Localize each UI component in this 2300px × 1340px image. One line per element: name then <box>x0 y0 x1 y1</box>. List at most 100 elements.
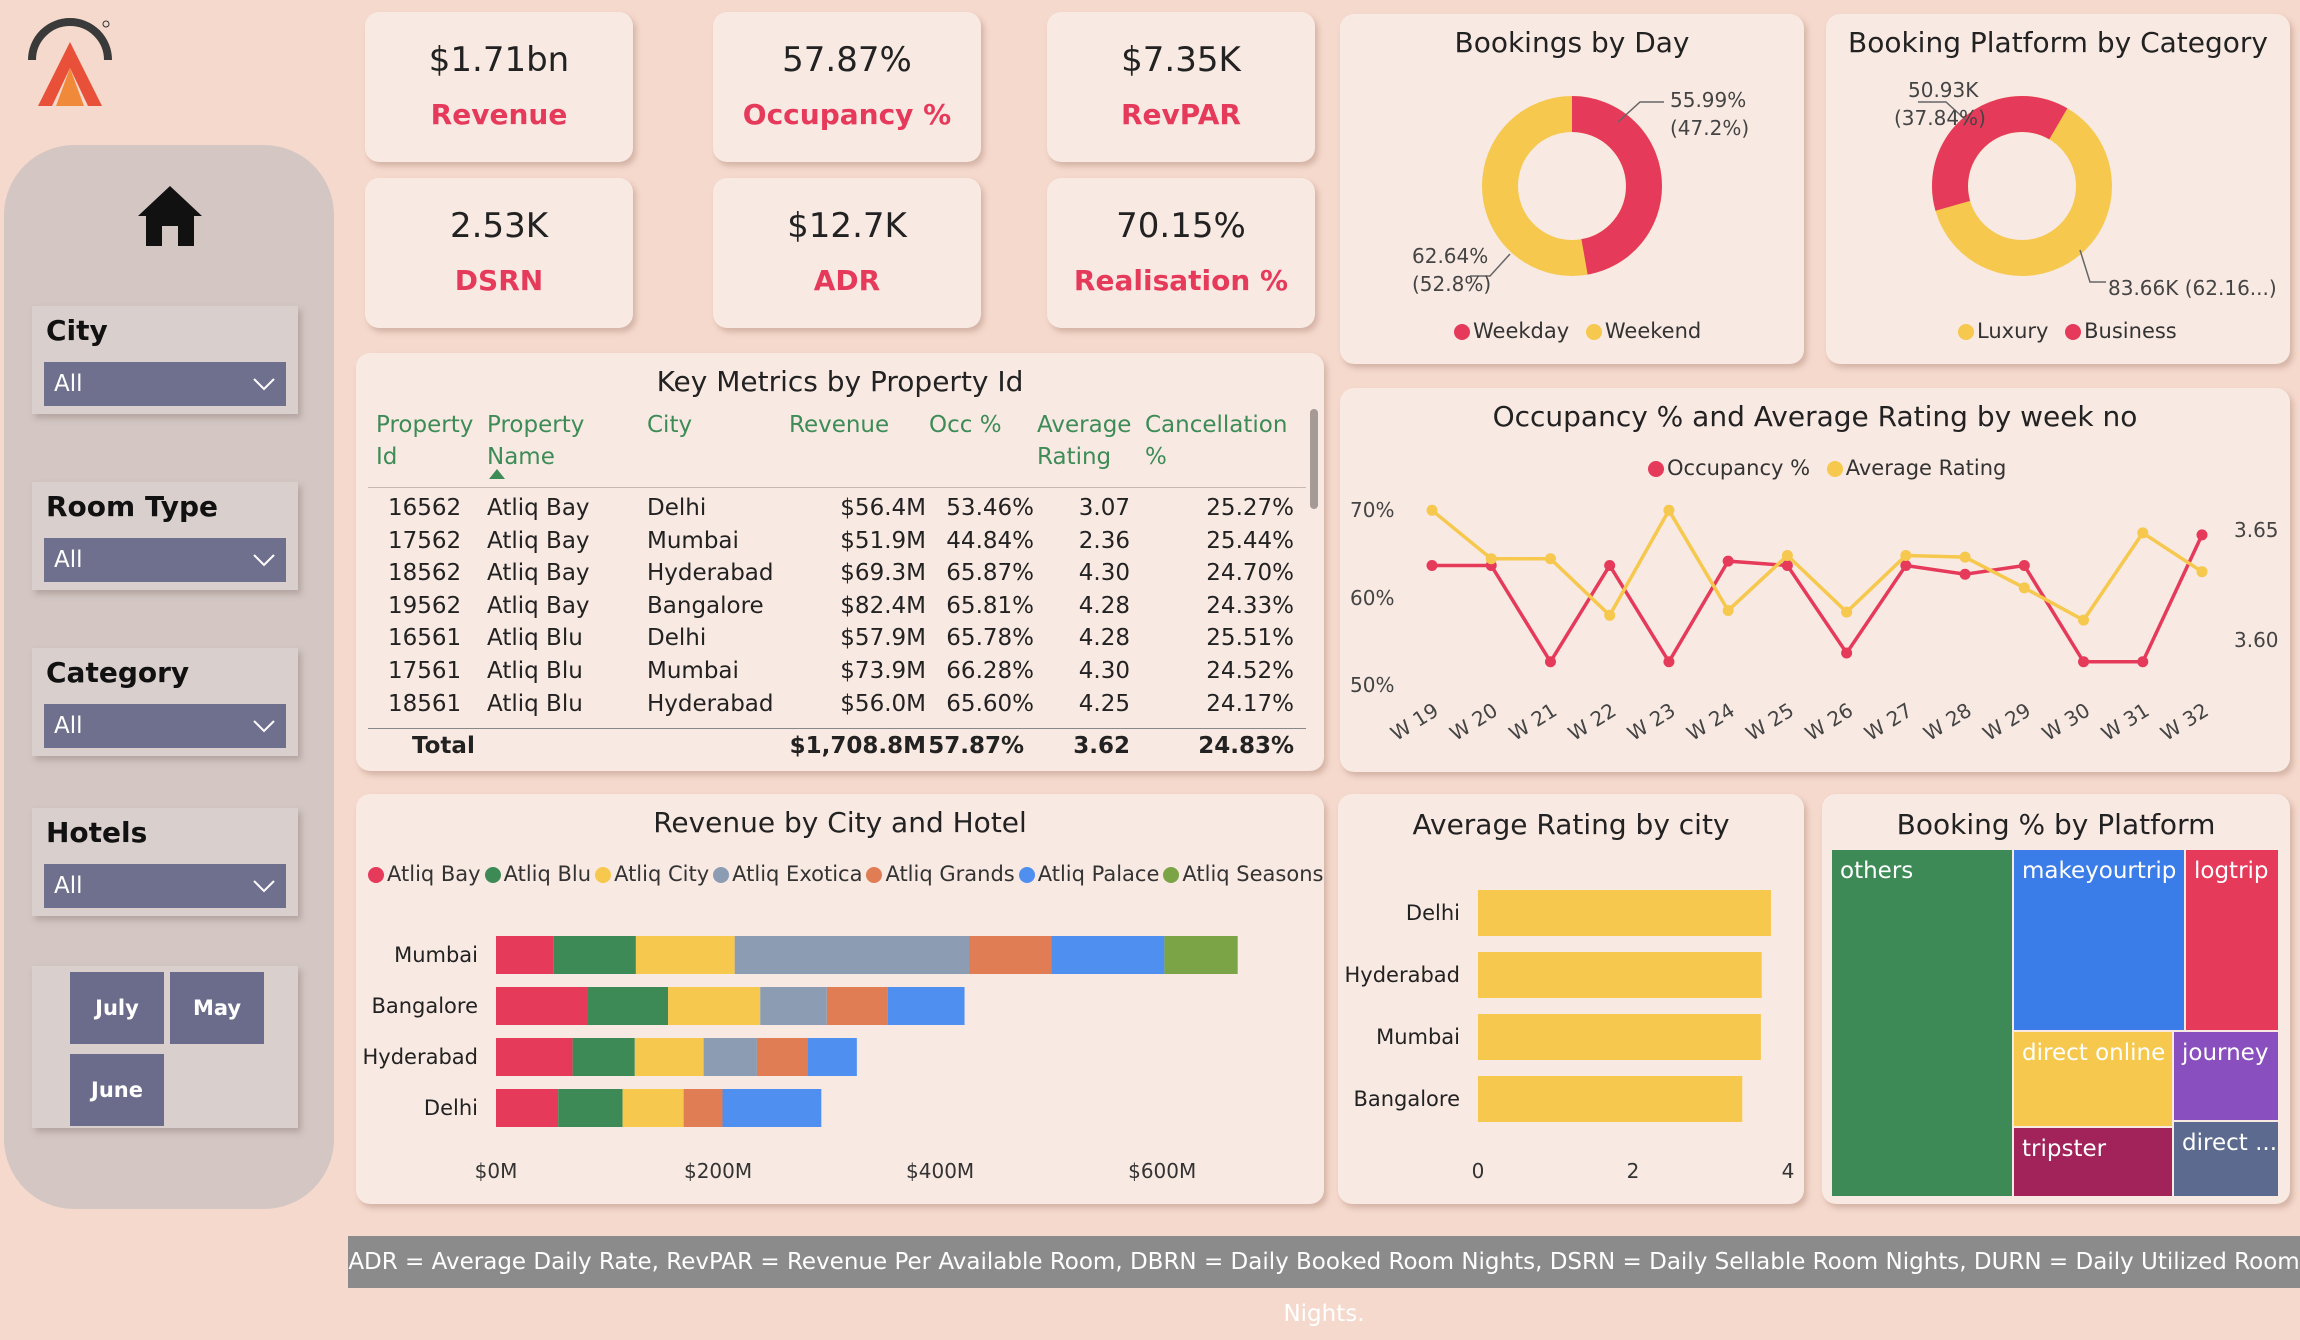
bar-segment[interactable] <box>703 1038 757 1076</box>
data-point[interactable] <box>2018 582 2030 594</box>
bar-segment[interactable] <box>496 936 554 974</box>
bar-segment[interactable] <box>634 1038 704 1076</box>
legend-item[interactable]: Atliq Grands <box>866 862 1015 886</box>
hotels-dropdown[interactable]: All <box>44 864 286 908</box>
bar[interactable] <box>1478 890 1771 936</box>
bar-segment[interactable] <box>587 987 669 1025</box>
legend-item-rating[interactable]: Average Rating <box>1826 456 2006 480</box>
treemap-tile-journey[interactable]: journey <box>2174 1032 2278 1120</box>
data-point[interactable] <box>1900 550 1912 562</box>
bar-segment[interactable] <box>760 987 827 1025</box>
data-point[interactable] <box>2137 656 2149 668</box>
bar-segment[interactable] <box>553 936 636 974</box>
bar-segment[interactable] <box>722 1089 822 1127</box>
bar-segment[interactable] <box>968 936 1052 974</box>
treemap-tile-others[interactable]: others <box>1832 850 2012 1196</box>
legend-item[interactable]: Atliq City <box>595 862 709 886</box>
data-point[interactable] <box>1663 656 1675 668</box>
legend-item-luxury[interactable]: Luxury <box>1958 319 2048 343</box>
legend-item-weekend[interactable]: Weekend <box>1585 319 1701 343</box>
data-point[interactable] <box>2196 566 2208 578</box>
data-point[interactable] <box>1426 560 1438 571</box>
table-scrollbar[interactable] <box>1310 409 1318 509</box>
legend-item[interactable]: Atliq Seasons <box>1163 862 1323 886</box>
data-point[interactable] <box>2196 529 2208 541</box>
bar-segment[interactable] <box>826 987 888 1025</box>
table-row[interactable]: 17561 Atliq Blu Mumbai $73.9M 66.28% 4.30 24.5… <box>356 658 1324 690</box>
table-row[interactable]: 19562 Atliq Bay Bangalore $82.4M 65.81% 4.28 2… <box>356 593 1324 625</box>
col-header[interactable]: Property Name <box>487 412 585 470</box>
data-point[interactable] <box>1544 656 1556 668</box>
room-type-dropdown[interactable]: All <box>44 538 286 582</box>
bar[interactable] <box>1478 1076 1743 1122</box>
legend-item-occupancy[interactable]: Occupancy % <box>1648 456 1810 480</box>
bar-segment[interactable] <box>887 987 965 1025</box>
treemap-tile-logtrip[interactable]: logtrip <box>2186 850 2278 1030</box>
treemap-tile-makeyourtrip[interactable]: makeyourtrip <box>2014 850 2184 1030</box>
legend-item-weekday[interactable]: Weekday <box>1454 319 1569 343</box>
bar-segment[interactable] <box>635 936 735 974</box>
data-point[interactable] <box>1900 560 1912 571</box>
bar-segment[interactable] <box>807 1038 857 1076</box>
legend-item[interactable]: Atliq Bay <box>368 862 481 886</box>
data-point[interactable] <box>1781 560 1793 571</box>
category-dropdown[interactable]: All <box>44 704 286 748</box>
legend-item-business[interactable]: Business <box>2065 319 2177 343</box>
data-point[interactable] <box>1426 504 1438 516</box>
data-point[interactable] <box>2018 560 2030 571</box>
city-dropdown[interactable]: All <box>44 362 286 406</box>
table-row[interactable]: 18562 Atliq Bay Hyderabad $69.3M 65.87% 4.30 2… <box>356 560 1324 592</box>
legend-item[interactable]: Atliq Blu <box>484 862 591 886</box>
col-header[interactable]: Property Id <box>376 412 474 470</box>
treemap-tile-direct-online[interactable]: direct online <box>2014 1032 2172 1126</box>
bar-segment[interactable] <box>1164 936 1238 974</box>
data-point[interactable] <box>1722 604 1734 616</box>
legend-item[interactable]: Atliq Palace <box>1018 862 1159 886</box>
table-row[interactable]: 16561 Atliq Blu Delhi $57.9M 65.78% 4.28 25.51… <box>356 625 1324 657</box>
col-header[interactable]: Average Rating <box>1037 412 1132 470</box>
bar-segment[interactable] <box>734 936 969 974</box>
data-point[interactable] <box>1722 555 1734 567</box>
bar[interactable] <box>1478 952 1762 998</box>
month-button-may[interactable]: May <box>170 972 264 1044</box>
platform-category-donut[interactable] <box>1826 14 2290 364</box>
data-point[interactable] <box>1959 551 1971 563</box>
month-button-july[interactable]: July <box>70 972 164 1044</box>
bar[interactable] <box>1478 1014 1761 1060</box>
home-icon[interactable] <box>136 182 204 250</box>
data-point[interactable] <box>1544 553 1556 565</box>
month-button-june[interactable]: June <box>70 1054 164 1126</box>
rating-by-city-bar-chart[interactable]: Delhi Hyderabad Mumbai Bangalore 0 2 4 <box>1338 794 1804 1204</box>
bar-segment[interactable] <box>572 1038 635 1076</box>
bar-segment[interactable] <box>683 1089 723 1127</box>
data-point[interactable] <box>1485 553 1497 565</box>
bar-segment[interactable] <box>756 1038 808 1076</box>
occupancy-rating-line-chart[interactable]: W 19 W 20 W 21 W 22 W 23 W 24 W 25 W 26 W 27 W 28… <box>1340 388 2290 772</box>
bar-segment[interactable] <box>558 1089 623 1127</box>
col-header[interactable]: Cancellation% <box>1145 412 1288 470</box>
table-row[interactable]: 17562 Atliq Bay Mumbai $51.9M 44.84% 2.36 25.4… <box>356 528 1324 560</box>
data-point[interactable] <box>1841 606 1853 618</box>
treemap-tile-tripster[interactable]: tripster <box>2014 1128 2172 1196</box>
col-header[interactable]: Revenue <box>789 412 890 438</box>
bar-segment[interactable] <box>496 987 588 1025</box>
table-row[interactable]: 16562 Atliq Bay Delhi $56.4M 53.46% 3.07 25.27… <box>356 495 1324 527</box>
data-point[interactable] <box>1663 504 1675 516</box>
bar-segment[interactable] <box>496 1089 559 1127</box>
data-point[interactable] <box>1604 560 1616 571</box>
data-point[interactable] <box>1781 550 1793 562</box>
data-point[interactable] <box>1959 568 1971 580</box>
bar-segment[interactable] <box>622 1089 684 1127</box>
bar-segment[interactable] <box>668 987 761 1025</box>
treemap-tile-direct-other[interactable]: direct ... <box>2174 1122 2278 1196</box>
data-point[interactable] <box>1841 647 1853 659</box>
table-row[interactable]: 18561 Atliq Blu Hyderabad $56.0M 65.60% 4.25 2… <box>356 691 1324 723</box>
bar-segment[interactable] <box>1051 936 1165 974</box>
data-point[interactable] <box>2078 656 2090 668</box>
data-point[interactable] <box>1604 609 1616 621</box>
legend-item[interactable]: Atliq Exotica <box>713 862 862 886</box>
col-header[interactable]: Occ % <box>929 412 1002 438</box>
bookings-by-day-donut[interactable] <box>1340 14 1804 364</box>
data-point[interactable] <box>2078 614 2090 626</box>
bar-segment[interactable] <box>496 1038 573 1076</box>
